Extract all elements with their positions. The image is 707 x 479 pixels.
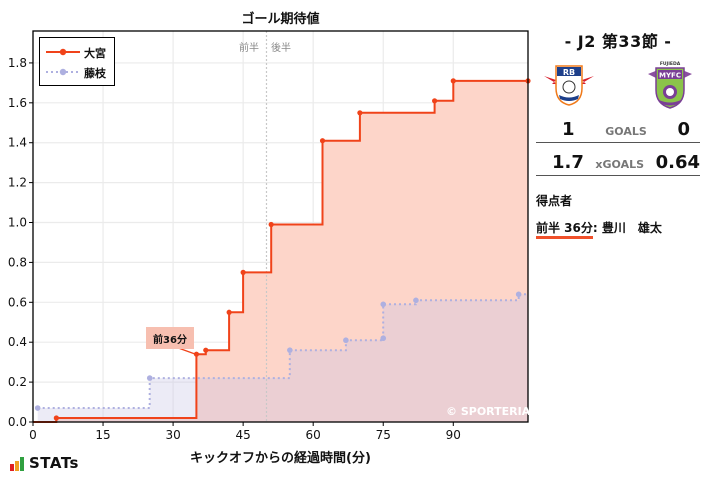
chart-title: ゴール期待値	[241, 12, 320, 27]
svg-text:FUJIEDA: FUJIEDA	[660, 61, 681, 67]
xg-label: xGOALS	[595, 158, 645, 171]
svg-text:60: 60	[306, 428, 321, 442]
svg-text:90: 90	[446, 428, 461, 442]
goals-label: GOALS	[605, 125, 647, 138]
svg-text:0.2: 0.2	[8, 375, 27, 389]
home-xg: 1.7	[552, 152, 584, 173]
svg-text:30: 30	[165, 428, 180, 442]
scorer-name: : 豊川 雄太	[592, 221, 662, 235]
svg-text:0: 0	[29, 428, 37, 442]
bar-chart-icon	[10, 457, 24, 471]
stats-logo: STATs	[10, 456, 79, 471]
svg-text:1.2: 1.2	[8, 176, 27, 190]
team-crests: RB FUJIEDA MYFC	[536, 60, 700, 116]
svg-text:1.8: 1.8	[8, 56, 27, 70]
svg-text:0.4: 0.4	[8, 335, 27, 349]
first-half-label: 前半	[239, 43, 259, 54]
second-half-label: 後半	[271, 43, 291, 54]
scorer-entry: 前半 36分: 豊川 雄太	[536, 219, 700, 239]
away-xg: 0.64	[655, 152, 700, 173]
svg-text:1.6: 1.6	[8, 96, 27, 110]
svg-text:1.4: 1.4	[8, 136, 27, 150]
svg-text:MYFC: MYFC	[659, 72, 681, 80]
svg-text:1.0: 1.0	[8, 216, 27, 230]
copyright-text: © SPORTERIA	[446, 405, 531, 418]
round-title: - J2 第33節 -	[564, 32, 672, 51]
match-summary-panel: - J2 第33節 - RB FUJIEDA MYFC 1 GOALS 0 1.	[536, 28, 700, 239]
goal-annotation: 前36分	[146, 327, 194, 349]
legend-label-fujieda: 藤枝	[84, 67, 106, 80]
x-axis-label: キックオフからの経過時間(分)	[190, 451, 371, 466]
home-goals: 1	[562, 119, 575, 140]
xg-row: 1.7 xGOALS 0.64	[536, 149, 700, 176]
svg-text:0.0: 0.0	[8, 415, 27, 429]
goals-row: 1 GOALS 0	[536, 116, 700, 143]
brand-name: STATs	[29, 454, 79, 472]
fujieda-crest-icon: FUJIEDA MYFC	[648, 61, 692, 109]
legend: 大宮 藤枝	[39, 37, 115, 86]
goal-time: 前半 36分	[536, 219, 593, 239]
svg-text:RB: RB	[563, 68, 575, 77]
svg-text:75: 75	[376, 428, 391, 442]
legend-item-omiya	[46, 44, 80, 60]
svg-text:45: 45	[236, 428, 251, 442]
omiya-crest-icon: RB	[544, 65, 594, 106]
legend-item-fujieda	[46, 64, 80, 80]
away-goals: 0	[677, 119, 690, 140]
svg-text:0.8: 0.8	[8, 255, 27, 269]
scorers-title: 得点者	[536, 194, 573, 208]
svg-text:0.6: 0.6	[8, 295, 27, 309]
legend-label-omiya: 大宮	[84, 47, 106, 60]
svg-text:15: 15	[95, 428, 110, 442]
